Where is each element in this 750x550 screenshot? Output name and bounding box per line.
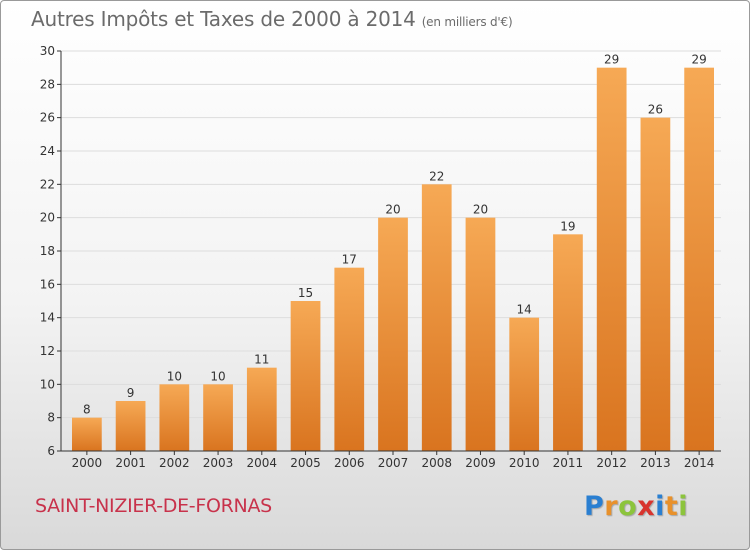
y-tick-label: 24: [40, 144, 55, 158]
x-tick-label: 2002: [159, 456, 190, 470]
y-tick-label: 22: [40, 177, 55, 191]
data-label: 14: [517, 303, 532, 317]
bar: [421, 184, 452, 452]
x-tick-label: 2003: [203, 456, 234, 470]
title-text: Autres Impôts et Taxes de 2000 à 2014: [31, 7, 416, 31]
data-label: 29: [691, 53, 706, 67]
bar: [553, 234, 583, 451]
bar: [334, 267, 365, 451]
bar: [246, 367, 277, 451]
y-tick-label: 26: [40, 111, 55, 125]
y-tick-label: 6: [47, 444, 55, 458]
x-tick-label: 2007: [378, 456, 409, 470]
x-tick-label: 2000: [72, 456, 103, 470]
x-tick-label: 2006: [334, 456, 365, 470]
logo-letter: o: [618, 491, 638, 522]
logo-letter: x: [637, 491, 656, 522]
x-tick-label: 2013: [640, 456, 671, 470]
y-tick-label: 12: [40, 344, 55, 358]
x-tick-label: 2004: [247, 456, 278, 470]
data-label: 10: [210, 369, 225, 383]
data-label: 20: [385, 203, 400, 217]
bar: [640, 117, 671, 452]
y-tick-label: 20: [40, 211, 55, 225]
y-tick-label: 16: [40, 277, 55, 291]
x-tick-label: 2009: [465, 456, 496, 470]
x-tick-label: 2005: [290, 456, 321, 470]
data-label: 11: [254, 353, 269, 367]
axes: 6 8 10 12 14 16 18 20 22 24 26 28 30 2000 2001 2002 2003…: [40, 44, 721, 470]
bar: [378, 217, 408, 451]
bar: [290, 301, 321, 451]
unit-label: (en milliers d'€): [421, 15, 513, 29]
y-tick-label: 14: [40, 311, 55, 325]
chart-title: Autres Impôts et Taxes de 2000 à 2014 (en…: [31, 7, 513, 31]
bar: [159, 384, 190, 451]
data-label: 20: [473, 203, 488, 217]
y-tick-label: 10: [40, 377, 55, 391]
bar: [509, 317, 540, 451]
bars: [71, 67, 715, 452]
data-label: 9: [127, 386, 135, 400]
data-label: 17: [342, 253, 357, 267]
logo-letter: t: [664, 491, 679, 522]
x-tick-label: 2012: [596, 456, 627, 470]
data-label: 15: [298, 286, 313, 300]
x-tick-label: 2010: [509, 456, 540, 470]
y-tick-label: 8: [47, 411, 55, 425]
data-label: 10: [167, 369, 182, 383]
logo-letter: i: [655, 491, 665, 522]
x-tick-label: 2014: [684, 456, 715, 470]
bar: [684, 67, 715, 452]
logo-letter: i: [678, 491, 689, 522]
data-label: 8: [83, 403, 91, 417]
bar: [71, 417, 102, 451]
y-tick-label: 28: [40, 77, 55, 91]
data-labels: 8 9 10 10 11 15 17 20 22 20 14 19 29 26 29: [83, 53, 707, 417]
bar: [203, 384, 233, 451]
bar: [596, 67, 627, 452]
y-tick-label: 18: [40, 244, 55, 258]
x-tick-label: 2008: [421, 456, 452, 470]
x-tick-label: 2011: [553, 456, 584, 470]
bar: [115, 401, 146, 451]
data-label: 26: [648, 103, 663, 117]
data-label: 19: [560, 219, 575, 233]
bar: [465, 217, 496, 451]
commune-name: SAINT-NIZIER-DE-FORNAS: [35, 495, 272, 517]
y-tick-label: 30: [40, 44, 55, 58]
logo-letter: r: [604, 491, 619, 522]
data-label: 29: [604, 53, 619, 67]
data-label: 22: [429, 169, 444, 183]
logo-letter: P: [584, 491, 605, 522]
proxiti-logo[interactable]: Proxiti: [584, 491, 688, 522]
x-tick-label: 2001: [115, 456, 146, 470]
